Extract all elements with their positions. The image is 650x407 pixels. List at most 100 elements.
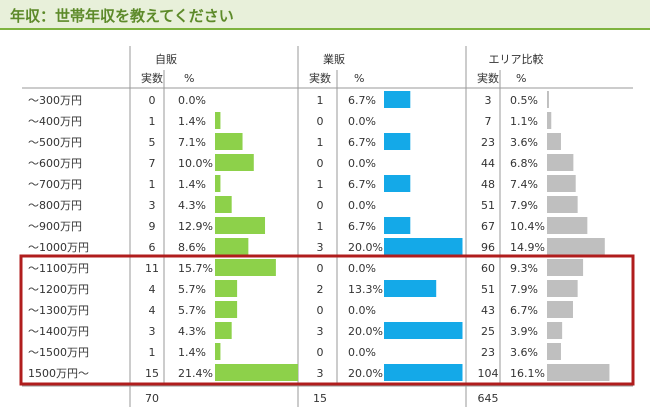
row-label: ～300万円 xyxy=(28,94,82,107)
bar-area xyxy=(547,175,576,192)
total-count-self: 70 xyxy=(145,392,159,405)
column-header-count-area: 実数 xyxy=(477,71,499,85)
column-header-percent-self: % xyxy=(184,72,194,85)
bar-area xyxy=(547,133,561,150)
bar-self xyxy=(215,343,221,360)
cell-count-self: 7 xyxy=(149,157,156,170)
cell-count-self: 5 xyxy=(149,136,156,149)
row-label: ～1300万円 xyxy=(28,304,89,317)
cell-count-self: 6 xyxy=(149,241,156,254)
bar-area xyxy=(547,196,578,213)
bar-sales xyxy=(384,364,463,381)
bar-area xyxy=(547,364,610,381)
bar-area xyxy=(547,154,574,171)
bar-sales xyxy=(384,238,463,255)
bar-self xyxy=(215,217,266,234)
row-label: ～1000万円 xyxy=(28,241,89,254)
group-header-sales: 業販 xyxy=(323,53,345,66)
bar-area xyxy=(547,217,588,234)
cell-percent-self: 5.7% xyxy=(178,304,206,317)
cell-percent-sales: 13.3% xyxy=(348,283,383,296)
cell-percent-area: 3.6% xyxy=(510,136,538,149)
row-label: ～1100万円 xyxy=(28,262,89,275)
cell-count-sales: 0 xyxy=(317,304,324,317)
bar-self xyxy=(215,259,276,276)
cell-percent-area: 7.4% xyxy=(510,178,538,191)
row-label: ～1400万円 xyxy=(28,325,89,338)
cell-percent-sales: 0.0% xyxy=(348,199,376,212)
bar-area xyxy=(547,301,573,318)
row-label: ～800万円 xyxy=(28,199,82,212)
cell-percent-self: 1.4% xyxy=(178,178,206,191)
group-header-self: 自販 xyxy=(155,53,177,66)
cell-count-sales: 1 xyxy=(317,178,324,191)
cell-percent-self: 1.4% xyxy=(178,115,206,128)
cell-percent-self: 4.3% xyxy=(178,325,206,338)
bar-area xyxy=(547,280,578,297)
cell-percent-area: 1.1% xyxy=(510,115,538,128)
cell-percent-sales: 0.0% xyxy=(348,157,376,170)
cell-count-sales: 0 xyxy=(317,199,324,212)
cell-count-sales: 1 xyxy=(317,94,324,107)
bar-self xyxy=(215,112,221,129)
cell-count-self: 1 xyxy=(149,115,156,128)
cell-percent-area: 6.7% xyxy=(510,304,538,317)
bar-area xyxy=(547,112,552,129)
cell-count-area: 25 xyxy=(481,325,495,338)
cell-count-self: 0 xyxy=(149,94,156,107)
bar-sales xyxy=(384,217,411,234)
bar-sales xyxy=(384,91,411,108)
bar-self xyxy=(215,364,298,381)
column-header-percent-sales: % xyxy=(354,72,364,85)
bar-area xyxy=(547,238,605,255)
cell-percent-sales: 20.0% xyxy=(348,325,383,338)
row-label: ～400万円 xyxy=(28,115,82,128)
cell-count-area: 44 xyxy=(481,157,495,170)
bar-area xyxy=(547,343,561,360)
cell-percent-sales: 20.0% xyxy=(348,241,383,254)
cell-percent-area: 3.6% xyxy=(510,346,538,359)
column-header-count-sales: 実数 xyxy=(309,71,331,85)
cell-percent-self: 8.6% xyxy=(178,241,206,254)
row-label: ～900万円 xyxy=(28,220,82,233)
page-title: 年収：世帯年収を教えてください xyxy=(10,7,234,25)
bar-area xyxy=(547,91,549,108)
cell-count-self: 1 xyxy=(149,178,156,191)
cell-percent-area: 7.9% xyxy=(510,199,538,212)
cell-percent-self: 10.0% xyxy=(178,157,213,170)
cell-count-sales: 2 xyxy=(317,283,324,296)
cell-count-area: 104 xyxy=(478,367,499,380)
cell-percent-area: 0.5% xyxy=(510,94,538,107)
cell-count-sales: 0 xyxy=(317,115,324,128)
cell-count-area: 23 xyxy=(481,346,495,359)
bar-self xyxy=(215,196,232,213)
cell-percent-sales: 6.7% xyxy=(348,178,376,191)
highlight-box xyxy=(19,254,635,386)
cell-count-self: 4 xyxy=(149,283,156,296)
cell-count-area: 67 xyxy=(481,220,495,233)
cell-percent-area: 7.9% xyxy=(510,283,538,296)
cell-percent-self: 15.7% xyxy=(178,262,213,275)
cell-count-area: 60 xyxy=(481,262,495,275)
cell-count-area: 7 xyxy=(485,115,492,128)
cell-count-self: 4 xyxy=(149,304,156,317)
cell-percent-self: 4.3% xyxy=(178,199,206,212)
cell-percent-sales: 0.0% xyxy=(348,304,376,317)
cell-count-self: 3 xyxy=(149,199,156,212)
cell-count-self: 15 xyxy=(145,367,159,380)
cell-count-sales: 0 xyxy=(317,262,324,275)
cell-count-sales: 1 xyxy=(317,220,324,233)
cell-percent-self: 1.4% xyxy=(178,346,206,359)
cell-percent-self: 5.7% xyxy=(178,283,206,296)
bar-self xyxy=(215,133,243,150)
bar-sales xyxy=(384,322,463,339)
cell-percent-sales: 20.0% xyxy=(348,367,383,380)
cell-count-sales: 0 xyxy=(317,346,324,359)
cell-count-self: 1 xyxy=(149,346,156,359)
bar-sales xyxy=(384,133,411,150)
row-label: ～500万円 xyxy=(28,136,82,149)
cell-percent-self: 21.4% xyxy=(178,367,213,380)
bar-self xyxy=(215,322,232,339)
cell-percent-self: 7.1% xyxy=(178,136,206,149)
